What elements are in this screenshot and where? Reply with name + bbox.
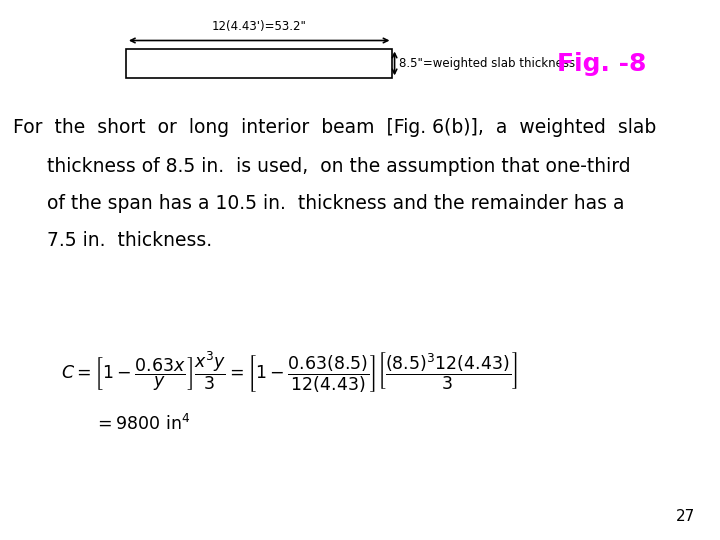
Text: $C = \left[1-\dfrac{0.63x}{y}\right]\dfrac{x^3y}{3} = \left[1-\dfrac{0.63(8.5)}{: $C = \left[1-\dfrac{0.63x}{y}\right]\dfr…	[61, 350, 518, 395]
Text: $= 9800\ \mathrm{in}^4$: $= 9800\ \mathrm{in}^4$	[94, 414, 190, 434]
Text: of the span has a 10.5 in.  thickness and the remainder has a: of the span has a 10.5 in. thickness and…	[47, 194, 624, 213]
Text: 7.5 in.  thickness.: 7.5 in. thickness.	[47, 231, 212, 250]
Text: Fig. -8: Fig. -8	[557, 52, 646, 76]
Bar	[126, 49, 392, 78]
Text: 12(4.43')=53.2": 12(4.43')=53.2"	[212, 21, 307, 33]
Text: 8.5"=weighted slab thickness: 8.5"=weighted slab thickness	[399, 57, 575, 70]
Text: thickness of 8.5 in.  is used,  on the assumption that one-third: thickness of 8.5 in. is used, on the ass…	[47, 157, 631, 176]
Text: For  the  short  or  long  interior  beam  [Fig. 6(b)],  a  weighted  slab: For the short or long interior beam [Fig…	[13, 118, 656, 137]
Text: 27: 27	[675, 509, 695, 524]
